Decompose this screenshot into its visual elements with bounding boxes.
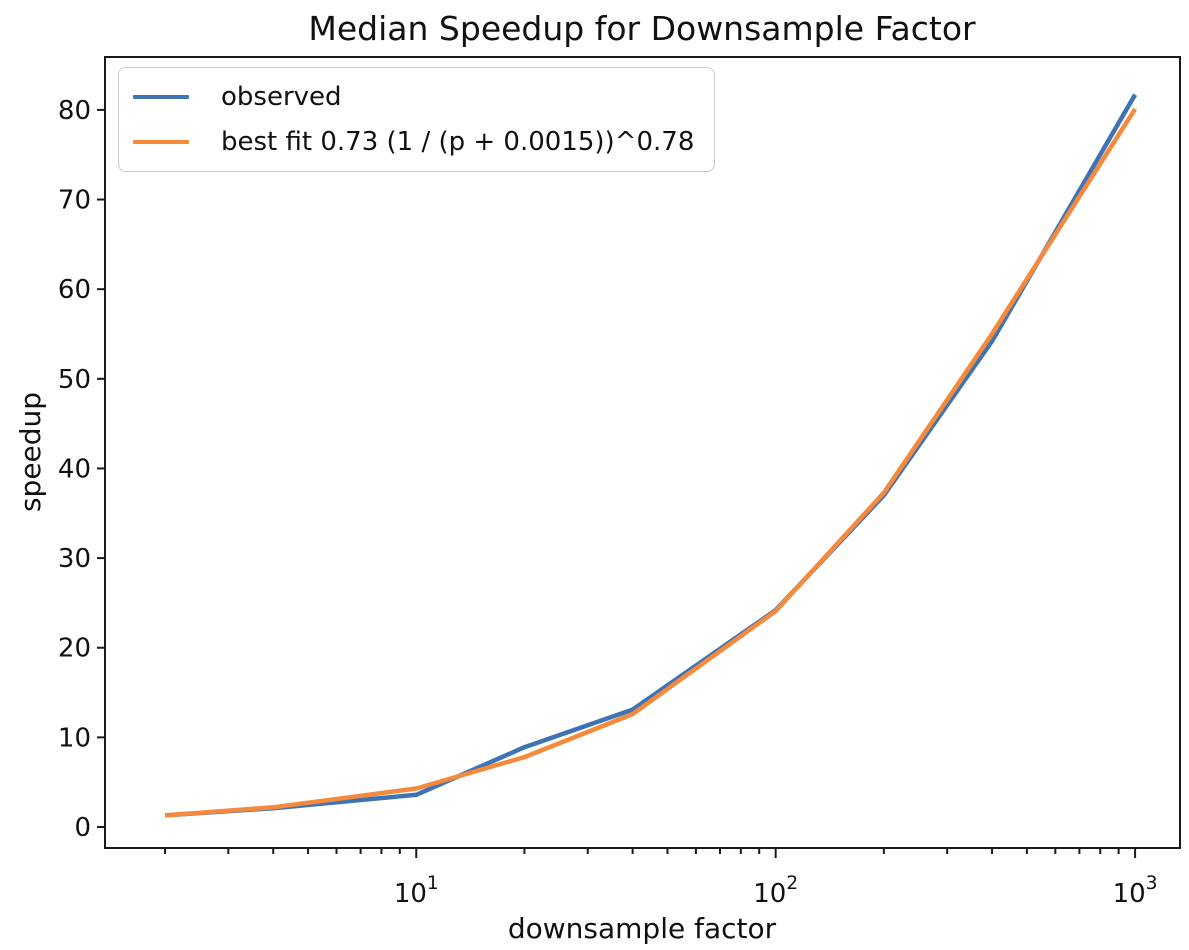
y-axis-label: speedup — [14, 392, 47, 512]
y-tick-label: 80 — [58, 96, 91, 126]
y-tick-label: 60 — [58, 275, 91, 305]
y-tick-label: 40 — [58, 454, 91, 484]
y-axis-ticks: 0 10 20 30 40 50 60 70 80 — [58, 96, 105, 843]
x-axis-major-ticks: 101 102 103 — [394, 848, 1158, 909]
legend-box: observed best fit 0.73 (1 / (p + 0.0015)… — [118, 67, 716, 172]
y-tick-label: 20 — [58, 634, 91, 664]
y-tick-label: 50 — [58, 365, 91, 395]
series-line-best-fit — [164, 107, 1137, 818]
x-tick-label: 103 — [1113, 873, 1158, 909]
y-tick-label: 10 — [58, 723, 91, 753]
y-tick-label: 70 — [58, 186, 91, 216]
legend-label-best-fit: best fit 0.73 (1 / (p + 0.0015))^0.78 — [221, 127, 695, 157]
legend-entry-best-fit: best fit 0.73 (1 / (p + 0.0015))^0.78 — [133, 124, 694, 160]
series-line-observed — [164, 93, 1138, 818]
chart-title: Median Speedup for Downsample Factor — [308, 9, 976, 48]
x-tick-label: 102 — [753, 873, 798, 909]
x-axis-label: downsample factor — [508, 912, 777, 945]
legend-label-observed: observed — [221, 82, 342, 112]
series-lines — [164, 93, 1138, 818]
y-tick-label: 0 — [74, 813, 91, 843]
axes-spines — [104, 56, 1181, 849]
observed-line-swatch — [133, 94, 189, 100]
legend-entry-observed: observed — [133, 79, 694, 115]
x-tick-label: 101 — [394, 873, 439, 909]
y-tick-label: 30 — [58, 544, 91, 574]
best-fit-line-swatch — [133, 139, 189, 145]
